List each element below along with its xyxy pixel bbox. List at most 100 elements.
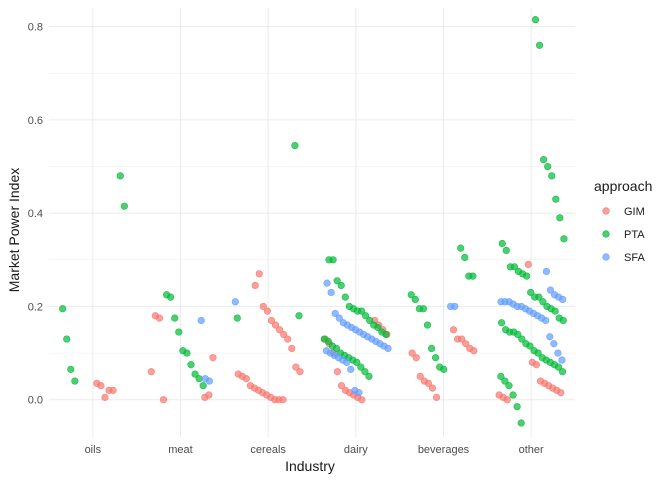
data-point-sfa <box>546 286 555 294</box>
data-point-pta <box>527 288 535 297</box>
data-point-gim <box>280 330 288 339</box>
data-point-sfa <box>205 377 213 385</box>
data-point-gim <box>358 396 366 404</box>
data-point-sfa <box>335 314 343 322</box>
data-point-pta <box>517 419 525 427</box>
data-point-pta <box>187 361 195 369</box>
data-point-pta <box>195 375 203 383</box>
y-tick-label: 0.8 <box>28 22 43 34</box>
data-point-sfa <box>542 267 551 276</box>
data-point-pta <box>558 368 567 376</box>
data-point-pta <box>497 319 506 327</box>
data-point-pta <box>501 377 509 385</box>
data-point-pta <box>432 354 440 362</box>
data-point-gim <box>432 393 441 401</box>
data-point-gim <box>337 382 346 390</box>
y-tick-label: 0.0 <box>28 395 43 407</box>
data-point-pta <box>171 314 179 322</box>
legend-label-gim: GIM <box>624 206 645 218</box>
data-point-pta <box>407 291 415 299</box>
data-point-sfa <box>331 309 339 318</box>
data-point-pta <box>535 293 543 301</box>
data-point-sfa <box>323 279 331 287</box>
data-point-pta <box>535 41 544 49</box>
data-point-sfa <box>542 316 550 325</box>
data-point-pta <box>353 358 361 366</box>
data-point-pta <box>411 295 419 304</box>
data-point-gim <box>416 372 424 380</box>
data-point-pta <box>67 365 75 373</box>
data-point-gim <box>458 335 466 343</box>
data-point-sfa <box>558 356 566 364</box>
data-point-gim <box>255 270 263 278</box>
data-point-pta <box>333 277 341 285</box>
y-axis-title: Market Power Index <box>6 168 22 293</box>
data-point-gim <box>251 281 259 290</box>
data-point-sfa <box>343 358 351 366</box>
legend-key-gim <box>602 207 610 215</box>
data-point-gim <box>412 354 420 362</box>
data-point-pta <box>295 312 303 320</box>
data-point-gim <box>159 396 168 404</box>
data-point-gim <box>109 386 117 394</box>
legend-label-sfa: SFA <box>624 252 645 264</box>
data-point-pta <box>469 272 477 280</box>
data-point-gim <box>259 302 267 311</box>
x-tick-label: beverages <box>418 444 470 456</box>
data-point-pta <box>362 312 370 320</box>
data-point-gim <box>284 335 292 343</box>
data-point-pta <box>534 349 542 357</box>
data-point-pta <box>510 263 519 271</box>
data-point-gim <box>470 347 478 355</box>
data-point-pta <box>440 365 448 373</box>
data-point-pta <box>382 330 390 339</box>
data-point-gim <box>532 361 541 369</box>
data-point-gim <box>449 326 458 334</box>
data-point-gim <box>279 396 287 404</box>
data-point-pta <box>361 368 369 376</box>
data-point-pta <box>191 370 199 378</box>
data-point-pta <box>59 305 67 313</box>
data-point-pta <box>461 253 469 262</box>
data-point-pta <box>71 377 79 385</box>
data-point-gim <box>275 326 284 334</box>
data-point-sfa <box>550 340 558 348</box>
data-point-sfa <box>554 349 562 357</box>
data-point-pta <box>523 272 531 280</box>
data-point-pta <box>183 349 191 357</box>
data-point-pta <box>554 363 563 371</box>
data-point-sfa <box>327 288 335 297</box>
data-point-pta <box>518 335 526 343</box>
data-point-pta <box>514 330 522 339</box>
data-point-sfa <box>451 302 459 311</box>
data-point-gim <box>267 316 276 325</box>
data-point-pta <box>120 202 128 210</box>
data-point-pta <box>167 293 175 301</box>
data-point-sfa <box>355 389 363 397</box>
data-point-gim <box>242 375 250 383</box>
data-point-gim <box>97 382 105 390</box>
data-point-pta <box>419 305 428 313</box>
data-point-pta <box>526 342 534 350</box>
data-point-pta <box>457 244 465 252</box>
data-point-pta <box>544 162 552 171</box>
data-point-pta <box>498 239 506 248</box>
data-point-gim <box>209 354 217 362</box>
legend: GIM PTA SFA <box>602 206 645 264</box>
data-point-gim <box>271 321 280 329</box>
data-point-gim <box>296 368 304 376</box>
data-point-gim <box>408 349 416 357</box>
data-point-sfa <box>546 333 554 341</box>
data-point-pta <box>548 172 556 180</box>
data-point-gim <box>557 389 565 397</box>
y-axis-ticks: 0.0 0.2 0.4 0.6 0.8 <box>28 22 43 407</box>
data-point-pta <box>366 316 374 325</box>
data-point-pta <box>427 344 436 353</box>
data-point-pta <box>63 335 71 343</box>
data-point-gim <box>288 344 296 353</box>
data-point-pta <box>374 323 382 332</box>
data-point-gim <box>147 368 155 376</box>
data-point-pta <box>199 382 207 390</box>
data-point-pta <box>341 293 349 301</box>
data-point-sfa <box>231 298 239 306</box>
